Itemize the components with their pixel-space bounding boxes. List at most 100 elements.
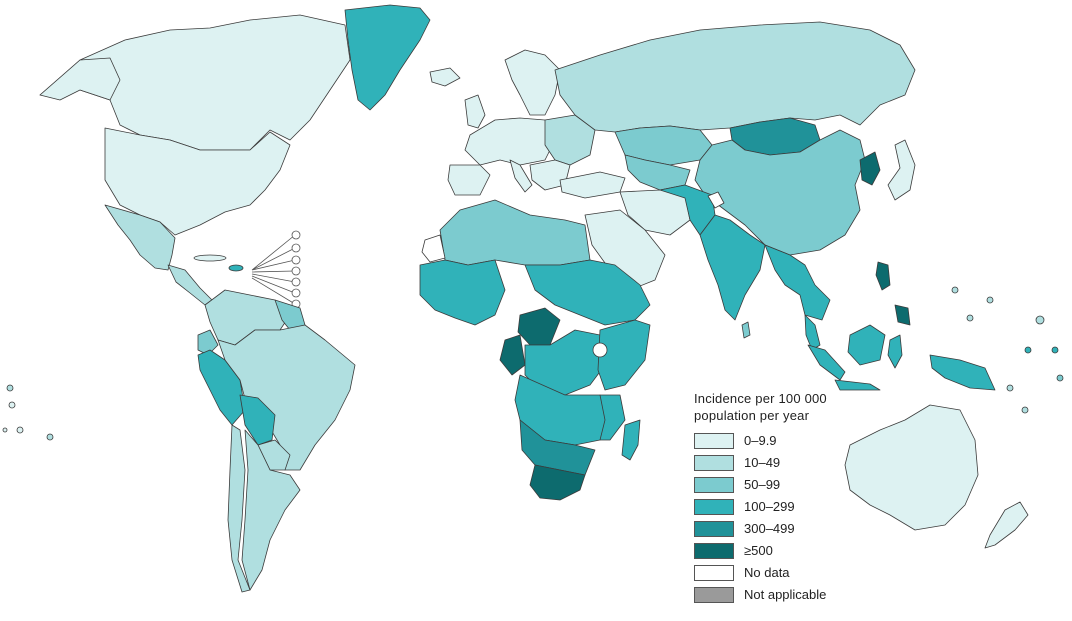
region-turkey: [559, 171, 626, 199]
island-cuba: [193, 254, 227, 262]
region-sumatra: [807, 344, 846, 381]
legend-swatch: [694, 433, 734, 449]
island: [986, 296, 994, 304]
legend-label: Not applicable: [744, 587, 827, 602]
region-iceland: [429, 67, 461, 87]
region-new-zealand: [984, 501, 1029, 549]
region-java: [834, 379, 881, 391]
legend-swatch: [694, 587, 734, 603]
region-usa: [104, 127, 291, 236]
region-philippines-north: [875, 261, 891, 291]
legend-item: Not applicable: [694, 584, 894, 606]
island: [46, 433, 54, 441]
island: [1035, 315, 1045, 325]
region-sudan-ethiopia: [524, 259, 651, 326]
legend-label: ≥500: [744, 543, 773, 558]
legend-label: No data: [744, 565, 790, 580]
region-south-africa: [529, 464, 586, 501]
island: [1051, 346, 1059, 354]
callout-dot: [291, 266, 301, 276]
region-southeast-asia: [764, 244, 831, 321]
callout-dot: [291, 230, 301, 240]
region-angola-zambia: [514, 374, 616, 446]
region-north-korea: [859, 151, 881, 186]
legend-label: 50–99: [744, 477, 781, 492]
region-argentina: [241, 429, 301, 591]
callout-dot: [291, 243, 301, 253]
legend-item: 300–499: [694, 518, 894, 540]
legend-item: 0–9.9: [694, 430, 894, 452]
region-mozambique: [599, 394, 626, 441]
region-canada: [39, 14, 351, 151]
region-china: [694, 129, 866, 256]
legend-swatch: [694, 543, 734, 559]
region-central-america: [167, 264, 213, 306]
region-russia: [554, 21, 916, 133]
callout-dot: [291, 277, 301, 287]
callout-lines: [251, 234, 296, 305]
region-malay-peninsula: [804, 314, 821, 351]
callout-dot: [291, 288, 301, 298]
lake-victoria: [592, 342, 608, 358]
island: [1006, 384, 1014, 392]
legend-item: 100–299: [694, 496, 894, 518]
region-iberia: [447, 164, 491, 196]
region-bolivia: [239, 394, 276, 446]
region-alaska: [39, 57, 121, 101]
island: [2, 427, 8, 433]
island: [966, 314, 974, 322]
region-peru: [197, 349, 246, 426]
region-sri-lanka: [741, 321, 751, 339]
map-legend: Incidence per 100 000 population per yea…: [694, 390, 894, 606]
region-philippines-south: [894, 304, 911, 326]
legend-swatch: [694, 477, 734, 493]
island: [1024, 346, 1032, 354]
region-new-guinea: [929, 354, 996, 391]
region-gabon: [499, 334, 526, 376]
legend-label: 10–49: [744, 455, 781, 470]
region-ecuador: [197, 329, 219, 356]
region-mexico: [104, 204, 176, 271]
region-western-europe: [464, 117, 556, 166]
region-western-sahara: [421, 234, 446, 263]
region-india: [699, 214, 766, 321]
legend-item: 10–49: [694, 452, 894, 474]
region-italy: [509, 159, 533, 193]
legend-label: 0–9.9: [744, 433, 777, 448]
island: [8, 401, 16, 409]
legend-label: 100–299: [744, 499, 795, 514]
legend-items: 0–9.9 10–49 50–99 100–299 300–499 ≥500: [694, 430, 894, 606]
region-north-africa: [439, 199, 591, 266]
region-uk: [464, 94, 486, 129]
region-australia: [844, 404, 979, 531]
region-sulawesi: [887, 334, 903, 369]
region-east-africa: [597, 319, 651, 391]
legend-item: ≥500: [694, 540, 894, 562]
island: [6, 384, 14, 392]
region-central-africa: [517, 307, 561, 346]
island: [1021, 406, 1029, 414]
legend-label: 300–499: [744, 521, 795, 536]
legend-swatch: [694, 565, 734, 581]
region-scandinavia: [504, 49, 561, 116]
island: [16, 426, 24, 434]
region-kashmir: [707, 191, 725, 209]
callout-dot: [291, 255, 301, 265]
region-japan: [887, 139, 916, 201]
region-borneo: [847, 324, 886, 366]
region-arabia: [584, 209, 666, 291]
region-greenland: [344, 4, 431, 111]
legend-item: 50–99: [694, 474, 894, 496]
island: [1056, 374, 1064, 382]
legend-title: Incidence per 100 000 population per yea…: [694, 391, 827, 423]
island: [951, 286, 959, 294]
region-west-africa: [419, 259, 506, 326]
region-madagascar: [621, 419, 641, 461]
legend-swatch: [694, 521, 734, 537]
legend-swatch: [694, 455, 734, 471]
legend-item: No data: [694, 562, 894, 584]
island-hispaniola: [228, 264, 244, 272]
legend-swatch: [694, 499, 734, 515]
